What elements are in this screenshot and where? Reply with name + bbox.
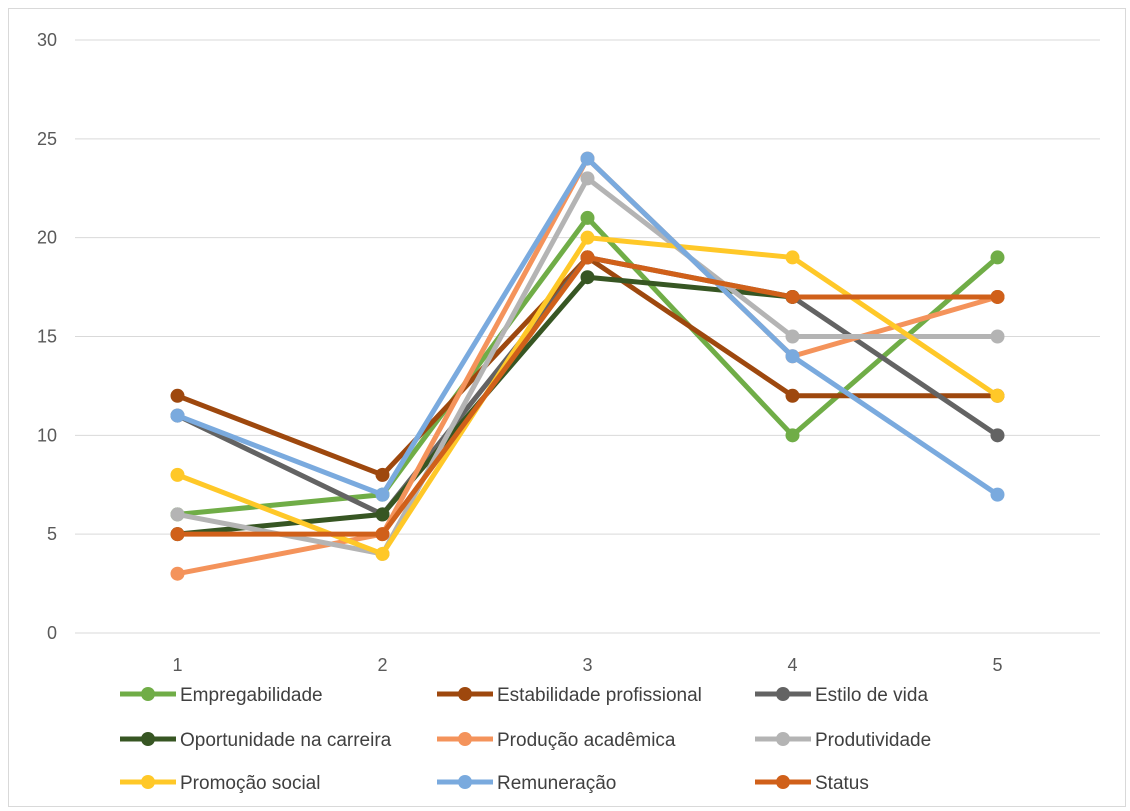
data-point: [580, 250, 595, 265]
data-point: [990, 388, 1005, 403]
y-tick-label: 15: [37, 327, 57, 347]
series-1: [170, 250, 1005, 482]
data-point: [170, 467, 185, 482]
x-axis: 1 2 3 4 5: [172, 655, 1002, 675]
legend-swatch-marker: [776, 732, 790, 746]
y-tick-label: 10: [37, 425, 57, 445]
y-tick-label: 20: [37, 228, 57, 248]
legend-item: Produtividade: [755, 730, 931, 751]
data-point: [375, 546, 390, 561]
data-point: [785, 329, 800, 344]
data-point: [990, 250, 1005, 265]
data-point: [785, 289, 800, 304]
y-tick-label: 25: [37, 129, 57, 149]
data-point: [170, 566, 185, 581]
legend-swatch-marker: [141, 775, 155, 789]
series-6: [170, 230, 1005, 561]
data-point: [375, 507, 390, 522]
legend-item: Estilo de vida: [755, 685, 928, 706]
legend-item: Promoção social: [120, 773, 320, 794]
data-point: [580, 230, 595, 245]
data-point: [170, 408, 185, 423]
series-5: [170, 171, 1005, 561]
legend-swatch-marker: [141, 732, 155, 746]
x-tick-label: 2: [377, 655, 387, 675]
legend-label: Remuneração: [497, 773, 616, 794]
y-tick-label: 0: [47, 623, 57, 643]
x-tick-label: 5: [992, 655, 1002, 675]
legend-label: Produção acadêmica: [497, 730, 676, 751]
data-point: [170, 507, 185, 522]
data-point: [785, 349, 800, 364]
legend-swatch-marker: [141, 687, 155, 701]
legend-swatch-marker: [458, 775, 472, 789]
y-axis: 0 5 10 15 20 25 30: [37, 30, 57, 643]
series-lines: [170, 151, 1005, 581]
data-point: [170, 527, 185, 542]
data-point: [375, 487, 390, 502]
legend-swatch-marker: [458, 687, 472, 701]
legend-swatch-marker: [776, 775, 790, 789]
legend-label: Produtividade: [815, 730, 931, 751]
data-point: [785, 428, 800, 443]
data-point: [990, 487, 1005, 502]
legend-item: Estabilidade profissional: [437, 685, 702, 706]
legend-label: Status: [815, 773, 869, 794]
x-tick-label: 1: [172, 655, 182, 675]
data-point: [785, 388, 800, 403]
chart-frame: [8, 8, 1126, 807]
legend-item: Remuneração: [437, 773, 616, 794]
legend-swatch-marker: [776, 687, 790, 701]
legend-label: Oportunidade na carreira: [180, 730, 392, 751]
data-point: [580, 210, 595, 225]
data-point: [170, 388, 185, 403]
data-point: [990, 289, 1005, 304]
legend-swatch-marker: [458, 732, 472, 746]
y-tick-label: 5: [47, 524, 57, 544]
legend-label: Estabilidade profissional: [497, 685, 702, 706]
y-tick-label: 30: [37, 30, 57, 50]
data-point: [375, 527, 390, 542]
legend-item: Produção acadêmica: [437, 730, 676, 751]
data-point: [375, 467, 390, 482]
series-8: [170, 250, 1005, 542]
legend-item: Empregabilidade: [120, 685, 323, 706]
data-point: [580, 171, 595, 186]
legend: Empregabilidade Estabilidade profissional…: [120, 685, 931, 794]
x-tick-label: 3: [582, 655, 592, 675]
legend-label: Estilo de vida: [815, 685, 928, 706]
legend-item: Status: [755, 773, 869, 794]
data-point: [990, 329, 1005, 344]
x-tick-label: 4: [787, 655, 797, 675]
data-point: [785, 250, 800, 265]
legend-label: Promoção social: [180, 773, 320, 794]
data-point: [580, 270, 595, 285]
series-7: [170, 151, 1005, 502]
data-point: [990, 428, 1005, 443]
data-point: [580, 151, 595, 166]
legend-label: Empregabilidade: [180, 685, 323, 706]
series-2: [170, 250, 1005, 522]
legend-item: Oportunidade na carreira: [120, 730, 392, 751]
